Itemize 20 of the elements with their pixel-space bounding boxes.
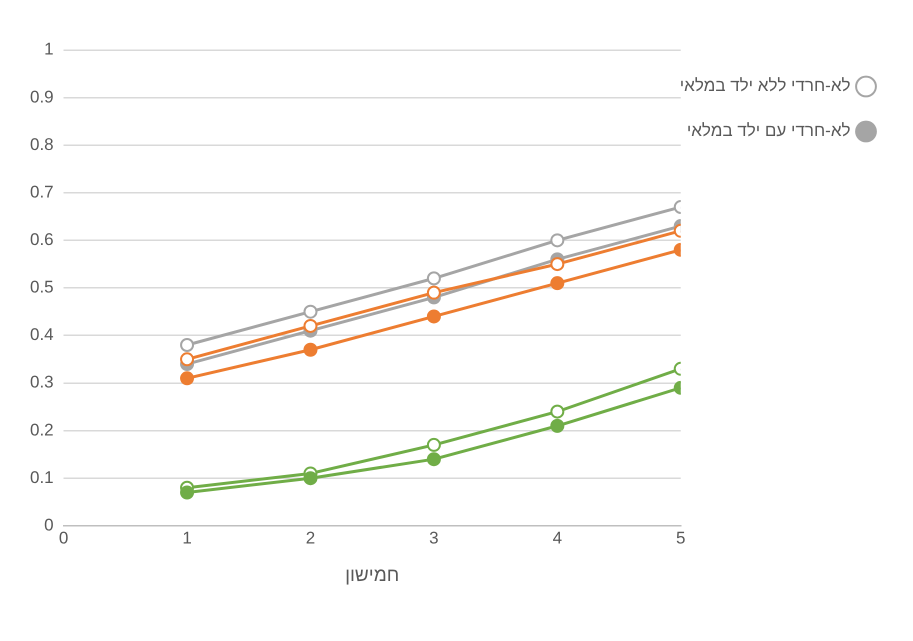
y-tick-label: 0.8 [30, 134, 54, 154]
y-tick-label: 0.9 [30, 87, 54, 106]
x-tick-label: 4 [552, 528, 562, 548]
legend-label: לא-חרדי עם ילד במלאי [686, 121, 850, 140]
x-tick-label: 2 [306, 528, 316, 548]
y-tick-label: 0.2 [30, 420, 54, 440]
x-axis-title: חמישון [345, 564, 400, 586]
y-tick-label: 0.1 [30, 468, 54, 487]
x-tick-label: 1 [182, 528, 192, 548]
x-tick-label: 3 [429, 528, 439, 548]
x-tick-label: 5 [676, 528, 686, 548]
y-tick-label: 1 [44, 40, 54, 59]
legend-label: לא-חרדי ללא ילד במלאי [680, 76, 850, 96]
y-tick-label: 0.4 [30, 325, 54, 344]
y-tick-label: 0.5 [30, 278, 54, 297]
y-tick-label: 0.7 [30, 182, 54, 202]
x-tick-label: 0 [58, 528, 68, 548]
y-tick-label: 0 [44, 515, 54, 534]
y-tick-label: 0.6 [30, 230, 54, 250]
y-tick-label: 0.3 [30, 372, 54, 392]
